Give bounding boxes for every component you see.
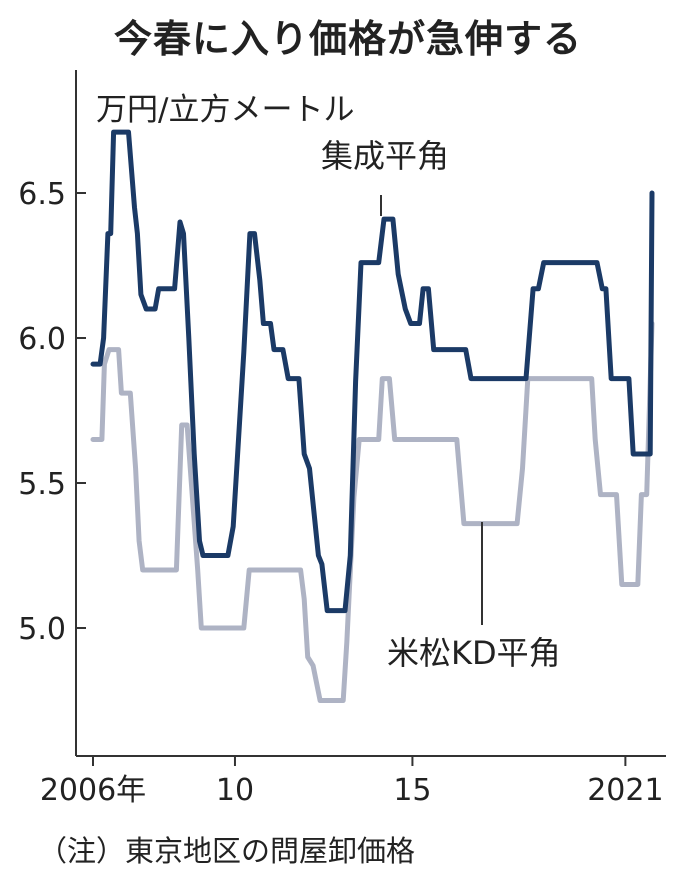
series-label: 米松KD平角 — [387, 634, 561, 672]
y-axis-unit-label: 万円/立方メートル — [96, 92, 355, 128]
x-tick-label: 10 — [216, 773, 254, 808]
footnote: （注）東京地区の問屋卸価格 — [38, 834, 416, 868]
x-tick-label: 2021 — [587, 773, 663, 808]
series-label: 集成平角 — [321, 137, 449, 175]
series-line — [90, 129, 655, 614]
chart-title: 今春に入り価格が急伸する — [113, 17, 582, 61]
y-tick-label: 5.5 — [18, 467, 66, 502]
y-tick-label: 5.0 — [18, 612, 66, 647]
x-tick-label: 15 — [393, 773, 431, 808]
y-tick-label: 6.5 — [18, 177, 66, 212]
y-tick-label: 6.0 — [18, 322, 66, 357]
x-tick-label: 2006年 — [40, 773, 146, 808]
series-line — [90, 321, 655, 703]
